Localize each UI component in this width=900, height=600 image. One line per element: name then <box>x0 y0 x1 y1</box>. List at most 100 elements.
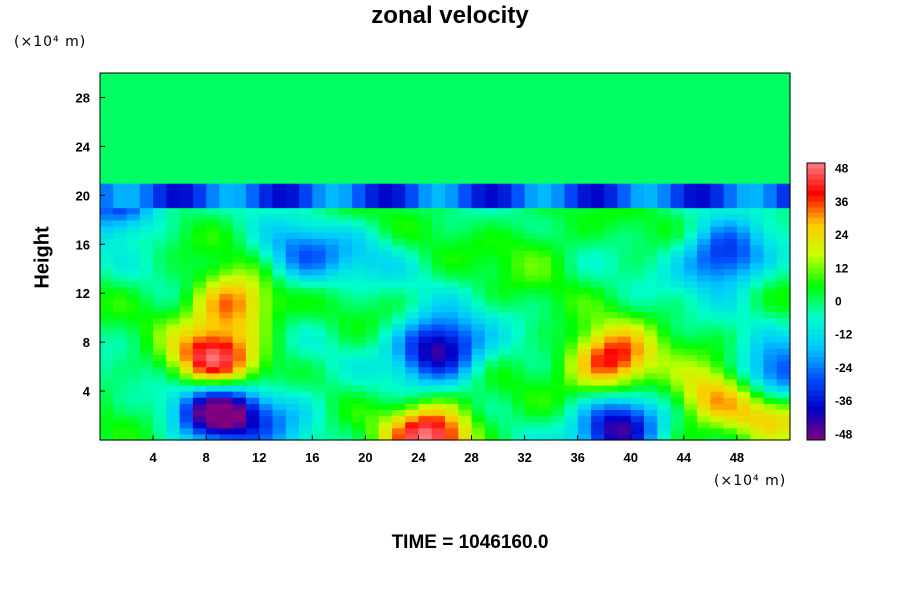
heatmap-cell <box>352 121 366 129</box>
heatmap-cell <box>458 146 473 154</box>
colorbar-tick-label: 48 <box>835 162 849 176</box>
heatmap-cell <box>551 79 566 86</box>
heatmap-cell <box>418 201 433 209</box>
heatmap-cell <box>272 348 287 355</box>
heatmap-cell <box>498 195 512 203</box>
heatmap-cell <box>232 85 247 92</box>
heatmap-cell <box>192 189 207 196</box>
heatmap-cell <box>126 225 141 233</box>
heatmap-cell <box>153 140 167 147</box>
heatmap-cell <box>471 103 486 111</box>
heatmap-cell <box>736 189 751 196</box>
heatmap-cell <box>683 201 698 209</box>
heatmap-cell <box>683 73 698 80</box>
heatmap-cell <box>657 207 672 215</box>
heatmap-cell <box>524 79 539 86</box>
heatmap-cell <box>723 274 738 282</box>
heatmap-cell <box>285 85 300 92</box>
heatmap-cell <box>683 299 698 307</box>
heatmap-cell <box>405 397 420 404</box>
heatmap-cell <box>179 103 194 111</box>
heatmap-cell <box>630 262 645 270</box>
heatmap-cell <box>750 91 765 99</box>
heatmap-cell <box>710 103 725 111</box>
heatmap-cell <box>471 121 486 129</box>
heatmap-cell <box>697 293 711 300</box>
heatmap-cell <box>577 201 592 209</box>
heatmap-cell <box>590 244 605 251</box>
heatmap-cell <box>352 391 366 398</box>
heatmap-cell <box>564 409 579 417</box>
heatmap-cell <box>113 91 128 99</box>
heatmap-cell <box>418 268 433 276</box>
heatmap-cell <box>259 115 274 123</box>
heatmap-cell <box>604 397 619 404</box>
heatmap-cell <box>405 183 420 190</box>
heatmap-cell <box>697 415 711 423</box>
heatmap-cell <box>736 427 751 435</box>
heatmap-cell <box>657 140 672 147</box>
heatmap-cell <box>683 305 698 313</box>
heatmap-cell <box>604 183 619 190</box>
heatmap-cell <box>418 250 433 258</box>
heatmap-cell <box>299 146 313 154</box>
heatmap-cell <box>378 421 393 429</box>
heatmap-cell <box>285 79 300 86</box>
heatmap-cell <box>325 415 340 423</box>
heatmap-cell <box>750 115 765 123</box>
heatmap-cell <box>590 201 605 209</box>
heatmap-cell <box>245 238 260 245</box>
heatmap-cell <box>524 115 539 123</box>
heatmap-cell <box>590 115 605 123</box>
heatmap-cell <box>338 103 353 111</box>
heatmap-cell <box>564 207 579 215</box>
heatmap-cell <box>458 79 473 86</box>
heatmap-cell <box>445 403 459 411</box>
heatmap-cell <box>710 176 725 184</box>
heatmap-cell <box>723 170 738 178</box>
heatmap-cell <box>312 128 327 135</box>
heatmap-cell <box>100 176 114 184</box>
heatmap-cell <box>710 391 725 398</box>
heatmap-cell <box>750 280 765 288</box>
heatmap-cell <box>232 262 247 270</box>
heatmap-cell <box>776 176 791 184</box>
heatmap-cell <box>750 317 765 325</box>
heatmap-cell <box>272 323 287 331</box>
heatmap-cell <box>498 354 512 362</box>
heatmap-cell <box>471 158 486 166</box>
heatmap-cell <box>617 73 632 80</box>
heatmap-cell <box>179 207 194 215</box>
colorbar-swatch <box>807 207 825 214</box>
heatmap-cell <box>710 280 725 288</box>
heatmap-cell <box>206 348 221 355</box>
heatmap-cell <box>192 336 207 343</box>
heatmap-cell <box>604 299 619 307</box>
heatmap-cell <box>524 299 539 307</box>
heatmap-cell <box>736 415 751 423</box>
heatmap-cell <box>471 195 486 203</box>
heatmap-cell <box>657 134 672 141</box>
heatmap-cell <box>325 134 340 141</box>
heatmap-cell <box>697 323 711 331</box>
heatmap-cell <box>537 348 552 355</box>
heatmap-cell <box>285 415 300 423</box>
heatmap-cell <box>498 287 512 294</box>
heatmap-cell <box>644 378 658 386</box>
heatmap-cell <box>670 372 685 380</box>
heatmap-cell <box>763 293 778 300</box>
heatmap-cell <box>604 378 619 386</box>
heatmap-cell <box>126 232 141 239</box>
heatmap-cell <box>153 91 167 99</box>
heatmap-cell <box>604 170 619 178</box>
heatmap-cell <box>723 103 738 111</box>
heatmap-cell <box>763 311 778 319</box>
heatmap-cell <box>378 433 393 441</box>
heatmap-cell <box>776 140 791 147</box>
heatmap-cell <box>365 152 380 160</box>
heatmap-cell <box>365 293 380 300</box>
heatmap-cell <box>378 262 393 270</box>
heatmap-cell <box>365 97 380 105</box>
heatmap-cell <box>617 415 632 423</box>
heatmap-cell <box>126 262 141 270</box>
